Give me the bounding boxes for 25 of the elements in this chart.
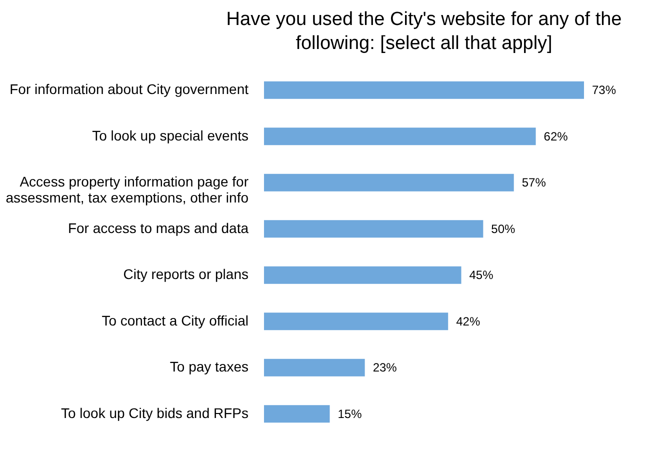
data-label: 50% bbox=[491, 222, 516, 236]
data-label: 73% bbox=[592, 83, 616, 98]
bar bbox=[264, 128, 536, 146]
y-tick-label: Access property information page for assessment, tax exemptions, other info bbox=[6, 174, 249, 206]
data-label: 57% bbox=[522, 176, 546, 190]
y-tick-label: For access to maps and data bbox=[68, 220, 249, 236]
y-tick-label: To contact a City official bbox=[102, 312, 248, 328]
bar bbox=[264, 266, 462, 284]
data-label: 23% bbox=[372, 360, 398, 375]
bar bbox=[264, 312, 448, 330]
bar bbox=[264, 405, 330, 423]
y-tick-label: To look up City bids and RFPs bbox=[60, 404, 248, 421]
y-tick-label: For information about City government bbox=[10, 81, 249, 98]
bar bbox=[264, 358, 365, 376]
y-tick-label: To pay taxes bbox=[170, 358, 248, 375]
y-tick-label: City reports or plans bbox=[123, 266, 248, 282]
bar bbox=[264, 220, 484, 238]
bar bbox=[264, 81, 584, 99]
data-label: 15% bbox=[338, 406, 362, 421]
y-tick-label: To look up special events bbox=[92, 127, 248, 144]
data-label: 45% bbox=[469, 268, 494, 282]
data-label: 62% bbox=[544, 129, 568, 144]
bar bbox=[264, 174, 514, 192]
chart-title: Have you used the City's website for any of the following: [select all that apply] bbox=[226, 9, 622, 54]
data-label: 42% bbox=[456, 314, 480, 328]
